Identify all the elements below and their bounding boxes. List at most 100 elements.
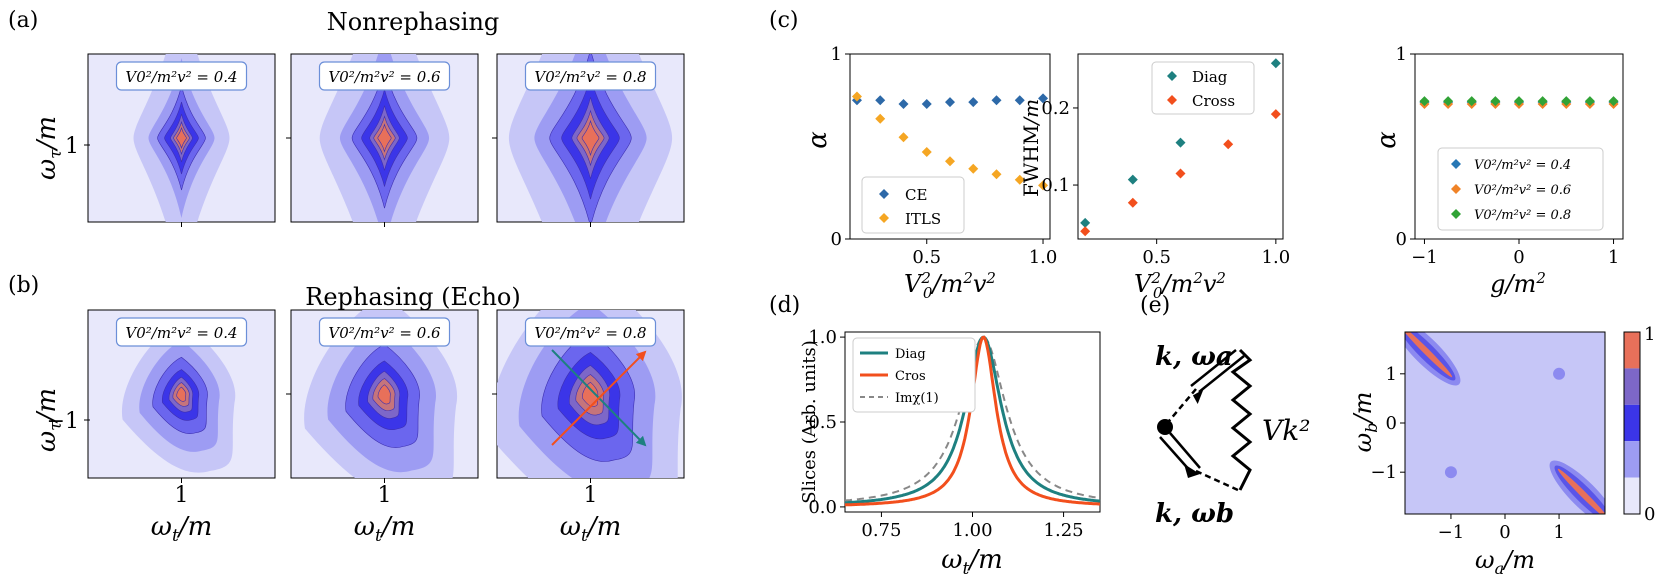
fwhm-chart: 0.5 1.0 0.1 0.2 Diag Cross FWHM/m V2 0/m2v2 — [1019, 53, 1291, 302]
x-tick-label: 0.5 — [912, 247, 941, 268]
panel-label-a: (a) — [8, 8, 38, 33]
y-tick-label: 0.1 — [1041, 175, 1070, 196]
contour-layers — [508, 54, 673, 222]
marker-itls — [968, 163, 979, 174]
diagram-dash-top — [1168, 388, 1197, 422]
diagram-vertex — [1157, 419, 1173, 435]
y-axis-label: Slices (Arb. units) — [799, 340, 820, 504]
colorbar-band — [1624, 441, 1640, 478]
y-tick-label: 0 — [831, 229, 842, 250]
b-xlabel: ωt/m — [354, 512, 415, 546]
diagram-arrow-top — [1192, 389, 1204, 404]
contour-layers — [121, 321, 236, 473]
a-ylabel: ωτ/m — [32, 116, 66, 180]
title-nonrephasing: Nonrephasing — [327, 8, 500, 36]
x-tick-label: −1 — [1438, 522, 1465, 543]
contour-layers — [133, 54, 230, 222]
diagram-bottom-label: k, ωb — [1155, 499, 1234, 529]
legend-marker — [1167, 95, 1177, 105]
marker-series — [1537, 96, 1548, 107]
b-xaxis: 1 ωt/m 1 ωt/m 1 ωt/m — [151, 483, 621, 546]
param-label: V0²/m²v² = 0.8 — [534, 324, 646, 342]
line-im1 — [844, 336, 1101, 502]
marker-series — [1443, 96, 1454, 107]
marker-itls — [898, 132, 909, 143]
x-tick-label: −1 — [1411, 247, 1438, 268]
x-axis-label: ωa/m — [1475, 546, 1535, 578]
y-tick-label: 0.2 — [1041, 98, 1070, 119]
param-label: V0²/m²v² = 0.4 — [125, 324, 237, 342]
marker-cross — [1127, 197, 1138, 208]
marker-cross — [1080, 226, 1091, 237]
b-ylabel: ωτ/m — [32, 388, 66, 452]
legend-box — [852, 337, 976, 413]
x-tick-label: 0.5 — [1142, 247, 1171, 268]
plot-frame — [849, 53, 1051, 240]
y-tick-label: 1 — [831, 44, 842, 65]
legend-marker — [1451, 159, 1461, 169]
b-xtick-label: 1 — [584, 483, 598, 508]
feynman-diagram: k, ωa k, ωb Vk² — [1155, 342, 1310, 529]
diagram-line-top-1 — [1190, 349, 1237, 387]
x-tick-label: 1.0 — [1262, 247, 1291, 268]
contour-layers — [319, 54, 450, 222]
marker-itls — [945, 156, 955, 167]
y-tick-label: −1 — [1370, 462, 1397, 483]
colorbar-band — [1624, 477, 1640, 514]
legend-label: Cros — [895, 369, 926, 384]
y-axis-label: α — [1372, 131, 1402, 149]
b-xtick-label: 1 — [378, 483, 392, 508]
legend-label: V0²/m²v² = 0.8 — [1474, 208, 1571, 223]
colorbar-band — [1624, 332, 1640, 369]
marker-ce — [968, 97, 979, 108]
colorbar-max-label: 1 — [1644, 324, 1655, 345]
marker-cross — [1223, 139, 1234, 150]
marker-series — [1490, 96, 1501, 107]
legend-marker — [1451, 209, 1461, 219]
marker-diag — [1080, 217, 1091, 228]
param-box — [318, 61, 451, 91]
x-axis-label: g/m2 — [1490, 269, 1546, 298]
param-box — [524, 61, 657, 91]
b-xlabel: ωt/m — [151, 512, 212, 546]
rephasing-row: V0²/m²v² = 0.4 V0²/m²v² = 0.6 V0²/m²v² = 0… — [87, 309, 685, 483]
colorbar-frame — [1623, 331, 1641, 515]
legend-label: V0²/m²v² = 0.4 — [1474, 158, 1571, 173]
colorbar-band — [1624, 404, 1640, 442]
plot-frame — [1404, 331, 1606, 515]
alpha-vs-V-chart: 0.5 1.0 0 1 CE ITLS α V2 0/m2v2 — [803, 44, 1057, 302]
param-label: V0²/m²v² = 0.6 — [328, 68, 441, 86]
legend-marker — [879, 213, 889, 223]
b-xlabel: ωt/m — [560, 512, 621, 546]
marker-series — [1608, 96, 1619, 107]
marker-itls — [921, 147, 932, 158]
y-axis-label: ωb/m — [1349, 392, 1381, 453]
y-tick-label: 1.0 — [808, 327, 837, 348]
marker-diag — [1127, 174, 1138, 185]
legend-label: ITLS — [905, 210, 941, 228]
x-tick-label: 0.75 — [861, 520, 901, 541]
x-axis-label: V2 0/m2v2 — [904, 269, 996, 302]
contour-layers — [304, 310, 458, 478]
y-tick-label: 0.5 — [808, 412, 837, 433]
legend-label: CE — [905, 186, 927, 204]
title-rephasing: Rephasing (Echo) — [305, 283, 520, 311]
contour-level — [377, 384, 391, 405]
x-tick-label: 0 — [1499, 522, 1510, 543]
x-tick-label: 1.0 — [1029, 247, 1058, 268]
legend-marker — [879, 189, 889, 199]
diag-peak-core — [1405, 332, 1453, 378]
contour-level — [377, 123, 392, 153]
x-tick-label: 0 — [1513, 247, 1524, 268]
marker-series — [1514, 96, 1524, 107]
diagram-line-top-2 — [1198, 355, 1245, 393]
legend-label: Diag — [895, 347, 926, 362]
x-axis-label: V2 0/m2v2 — [1134, 269, 1226, 302]
marker-itls — [1038, 180, 1049, 191]
y-tick-label: 0 — [1386, 413, 1397, 434]
marker-itls — [1014, 174, 1025, 185]
legend-marker — [1167, 71, 1177, 81]
cross-peak — [1444, 466, 1457, 479]
